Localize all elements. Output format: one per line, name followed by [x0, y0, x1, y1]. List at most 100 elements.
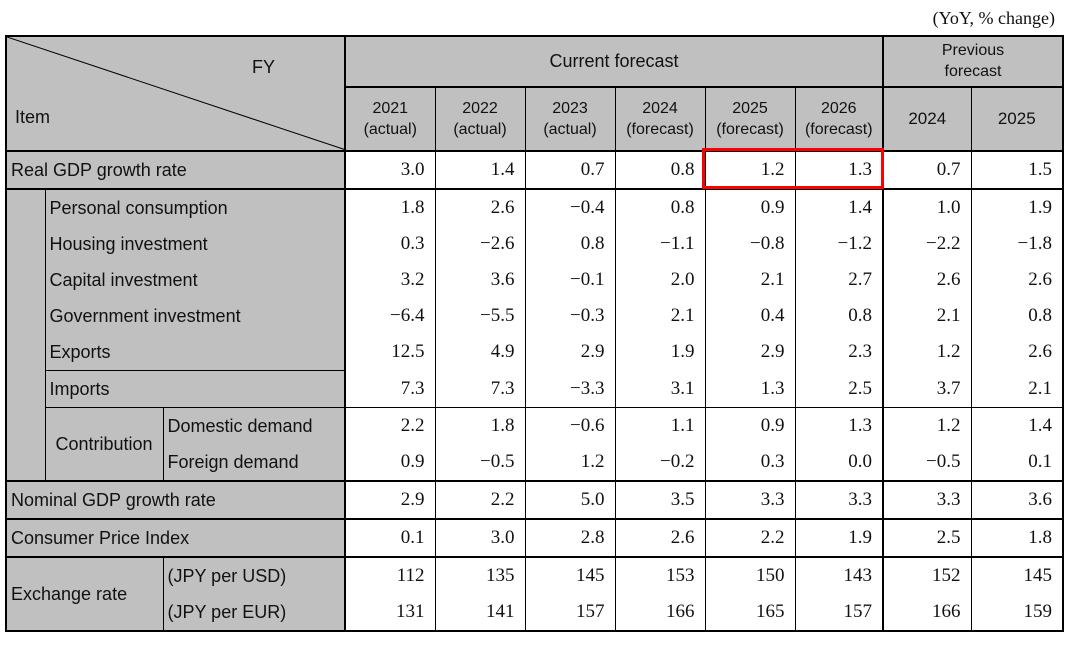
- value-cell: 112: [344, 556, 436, 594]
- value-cell: 7.3: [434, 370, 526, 408]
- year: 2022: [462, 99, 498, 117]
- item-label: Item: [15, 107, 51, 127]
- corner-header: FY Item: [5, 35, 346, 152]
- row-label: Nominal GDP growth rate: [5, 480, 346, 520]
- value-cell: 1.4: [434, 150, 526, 190]
- value-cell: 0.8: [794, 298, 884, 334]
- year-note: (forecast): [716, 120, 784, 138]
- row-label: (JPY per EUR): [162, 594, 346, 632]
- value-cell: 0.8: [614, 150, 706, 190]
- value-cell: 152: [882, 556, 972, 594]
- year: 2026: [820, 99, 857, 117]
- value-cell: −0.1: [524, 262, 616, 298]
- value-cell: 2.2: [704, 518, 796, 558]
- table-row: Housing investment 0.3 −2.6 0.8 −1.1 −0.8 −1.2…: [6, 226, 1064, 262]
- value-cell: 131: [344, 594, 436, 632]
- value-cell: 157: [794, 594, 884, 632]
- value-cell: −2.6: [434, 226, 526, 262]
- year-note: (forecast): [626, 120, 694, 138]
- value-cell: 153: [614, 556, 706, 594]
- value-cell: 1.2: [882, 334, 972, 371]
- value-cell: 3.5: [614, 480, 706, 520]
- value-cell: 0.8: [614, 188, 706, 226]
- value-cell: 2.1: [704, 262, 796, 298]
- value-cell: 12.5: [344, 334, 436, 371]
- value-cell: −1.2: [794, 226, 884, 262]
- row-label: Domestic demand: [162, 407, 346, 444]
- value-cell: 1.3: [794, 407, 884, 444]
- table-row: (JPY per EUR) 131 141 157 166 165 157 166 159: [6, 594, 1064, 632]
- year-header-2022: 2022 (actual): [434, 85, 526, 152]
- value-cell: 3.1: [614, 370, 706, 408]
- indent-cell: [5, 188, 46, 482]
- value-cell: −0.3: [524, 298, 616, 334]
- fy-label: FY: [252, 57, 276, 77]
- value-cell: 1.1: [614, 407, 706, 444]
- value-cell: 165: [704, 594, 796, 632]
- value-cell: 143: [794, 556, 884, 594]
- value-cell: 1.4: [970, 407, 1064, 444]
- value-cell: 0.9: [344, 444, 436, 482]
- value-cell: 2.9: [704, 334, 796, 371]
- value-cell: 145: [970, 556, 1064, 594]
- table-row: Foreign demand 0.9 −0.5 1.2 −0.2 0.3 0.0 −0.5 0.…: [6, 444, 1064, 482]
- table-row: Personal consumption 1.8 2.6 −0.4 0.8 0.9 1.4 1…: [5, 188, 1064, 482]
- table-row: Nominal GDP growth rate 2.9 2.2 5.0 3.5 3.3 3.…: [5, 480, 1064, 520]
- value-cell: 3.0: [434, 518, 526, 558]
- value-cell: 1.9: [794, 518, 884, 558]
- previous-year-header: 2025: [970, 85, 1064, 152]
- year-note: (actual): [363, 120, 417, 138]
- year-header-2021: 2021 (actual): [344, 85, 436, 152]
- previous-year-header: 2024: [882, 85, 972, 152]
- value-cell: 2.1: [882, 298, 972, 334]
- year-note: (actual): [543, 120, 597, 138]
- year: 2021: [372, 99, 409, 117]
- value-cell: −0.6: [524, 407, 616, 444]
- year-header-2024: 2024 (forecast): [614, 85, 706, 152]
- value-cell: 2.1: [970, 370, 1064, 408]
- value-cell: 135: [434, 556, 526, 594]
- value-cell: 2.6: [970, 334, 1064, 371]
- value-cell: 159: [970, 594, 1064, 632]
- value-cell: 141: [434, 594, 526, 632]
- value-cell: 1.8: [344, 188, 436, 226]
- value-cell: 0.0: [794, 444, 884, 482]
- value-cell: 0.7: [882, 150, 972, 190]
- row-label: (JPY per USD): [162, 556, 346, 594]
- value-cell: 1.3: [704, 370, 796, 408]
- value-cell: −0.2: [614, 444, 706, 482]
- value-cell: −5.5: [434, 298, 526, 334]
- row-label: Imports: [44, 370, 346, 408]
- value-cell: 0.9: [704, 407, 796, 444]
- row-label: Government investment: [44, 298, 346, 334]
- row-label: Exports: [44, 334, 346, 371]
- value-cell: 1.0: [882, 188, 972, 226]
- value-cell: 7.3: [344, 370, 436, 408]
- value-cell: −6.4: [344, 298, 436, 334]
- previous-forecast-header: Previous forecast: [882, 35, 1064, 88]
- value-cell: 3.7: [882, 370, 972, 408]
- row-label: Capital investment: [44, 262, 346, 298]
- value-cell: 2.1: [614, 298, 706, 334]
- table-row: Contribution Domestic demand 2.2 1.8 −0.6 1.1…: [6, 407, 1064, 482]
- value-cell: 0.8: [970, 298, 1064, 334]
- value-cell: 2.6: [970, 262, 1064, 298]
- year-note: (actual): [453, 120, 507, 138]
- value-cell: 3.6: [970, 480, 1064, 520]
- table-row: Government investment −6.4 −5.5 −0.3 2.1 0.4 0…: [6, 298, 1064, 334]
- value-cell: 1.9: [614, 334, 706, 371]
- value-cell: 0.9: [704, 188, 796, 226]
- group-label: Exchange rate: [5, 556, 164, 632]
- unit-note: (YoY, % change): [932, 8, 1055, 28]
- header-row-1: FY Item Current forecast Previous foreca…: [5, 35, 1064, 152]
- value-cell: 2.8: [524, 518, 616, 558]
- value-cell: 3.3: [704, 480, 796, 520]
- table-row: Exports 12.5 4.9 2.9 1.9 2.9 2.3 1.2 2.6: [6, 334, 1064, 371]
- value-cell: −2.2: [882, 226, 972, 262]
- value-cell: 150: [704, 556, 796, 594]
- value-cell: 0.7: [524, 150, 616, 190]
- value-cell: 166: [882, 594, 972, 632]
- table-row: Imports 7.3 7.3 −3.3 3.1 1.3 2.5 3.7 2.1: [6, 370, 1064, 408]
- value-cell: −3.3: [524, 370, 616, 408]
- value-cell: 0.1: [970, 444, 1064, 482]
